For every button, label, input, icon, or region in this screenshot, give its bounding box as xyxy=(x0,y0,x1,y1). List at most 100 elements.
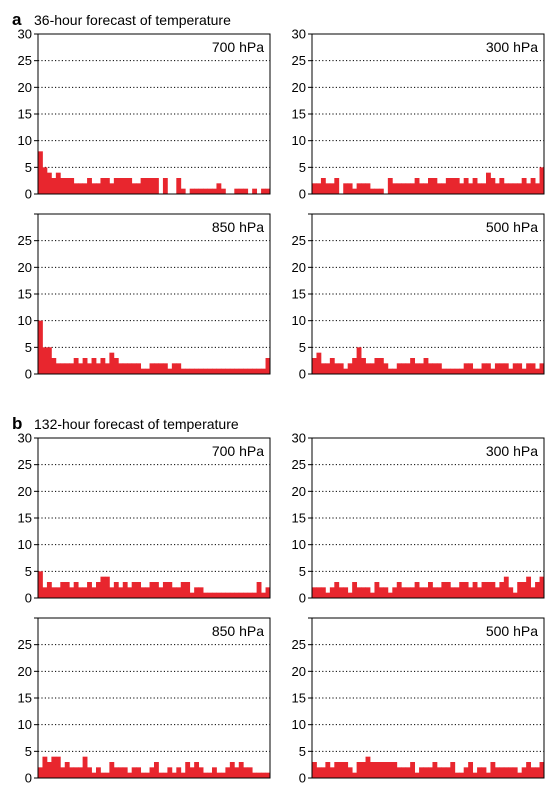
bar xyxy=(338,762,344,778)
y-tick-label: 30 xyxy=(292,27,306,42)
bar xyxy=(365,363,371,374)
bar xyxy=(145,178,150,194)
y-tick-label: 25 xyxy=(292,53,306,68)
bar xyxy=(361,183,366,194)
bar xyxy=(122,767,128,778)
bar xyxy=(370,592,375,598)
bar xyxy=(450,587,456,598)
bar xyxy=(82,756,88,778)
panel-b-500-hpa: 0 5 10 15 20 25 500 hPa xyxy=(292,617,545,785)
bar xyxy=(508,183,514,194)
bar xyxy=(252,772,258,778)
bar xyxy=(517,582,523,598)
bar xyxy=(508,587,514,598)
panel-a-300-hpa: 0 5 10 15 20 25 30 300 hPa xyxy=(292,27,545,202)
bar xyxy=(445,582,451,598)
bar xyxy=(486,582,491,598)
bar xyxy=(118,767,124,778)
bar xyxy=(136,183,142,194)
bar xyxy=(51,358,57,374)
bar xyxy=(207,772,213,778)
bar xyxy=(410,762,416,778)
bar xyxy=(436,767,442,778)
bar xyxy=(521,767,527,778)
bar xyxy=(136,582,142,598)
bar xyxy=(526,576,532,598)
bar xyxy=(238,368,244,374)
bar xyxy=(361,762,366,778)
bar xyxy=(145,772,150,778)
y-tick-label: 20 xyxy=(292,484,306,499)
bar xyxy=(454,178,460,194)
bar xyxy=(38,767,43,778)
bar xyxy=(410,587,416,598)
bar xyxy=(405,587,411,598)
bar xyxy=(374,582,380,598)
bar xyxy=(494,587,500,598)
section-b-title: b 132-hour forecast of temperature xyxy=(12,414,239,433)
y-tick-label: 15 xyxy=(18,107,32,122)
bar xyxy=(234,368,240,374)
bar xyxy=(401,767,407,778)
bar xyxy=(463,363,469,374)
bar xyxy=(109,762,115,778)
bar xyxy=(316,183,322,194)
pressure-level-label: 500 hPa xyxy=(486,623,538,639)
y-tick-label: 20 xyxy=(18,664,32,679)
bar xyxy=(370,188,375,194)
bar xyxy=(131,767,137,778)
y-tick-label: 0 xyxy=(25,187,32,202)
bar xyxy=(329,767,335,778)
bar xyxy=(42,347,48,374)
bar xyxy=(256,582,262,598)
bar xyxy=(414,178,420,194)
bar xyxy=(486,172,491,194)
bar xyxy=(238,592,244,598)
bar xyxy=(140,368,146,374)
bar xyxy=(203,772,208,778)
bar xyxy=(243,592,249,598)
bar xyxy=(432,178,438,194)
bar xyxy=(521,582,527,598)
bar xyxy=(73,582,79,598)
y-tick-label: 25 xyxy=(18,233,32,248)
bar xyxy=(365,587,371,598)
bar xyxy=(517,772,523,778)
y-tick-label: 0 xyxy=(299,367,306,382)
bar xyxy=(378,358,384,374)
bar xyxy=(539,576,545,598)
bar xyxy=(60,767,66,778)
y-tick-label: 10 xyxy=(292,717,306,732)
bar xyxy=(176,363,182,374)
bar xyxy=(477,368,482,374)
bar xyxy=(185,582,191,598)
bar xyxy=(356,762,362,778)
bar xyxy=(122,363,128,374)
bar xyxy=(171,363,177,374)
bar xyxy=(256,772,262,778)
y-tick-label: 0 xyxy=(25,367,32,382)
bar xyxy=(78,767,84,778)
bar xyxy=(238,762,244,778)
bar xyxy=(203,592,208,598)
bar xyxy=(51,178,57,194)
y-tick-label: 5 xyxy=(25,564,32,579)
bar xyxy=(265,772,271,778)
bar xyxy=(320,363,326,374)
bar xyxy=(176,767,182,778)
panel-a-850-hpa: 0 5 10 15 20 25 850 hPa xyxy=(18,213,271,382)
bar xyxy=(158,587,164,598)
bar xyxy=(158,772,164,778)
bar xyxy=(535,368,540,374)
bar xyxy=(347,183,353,194)
bar xyxy=(51,587,57,598)
bar xyxy=(334,762,340,778)
pressure-level-label: 850 hPa xyxy=(212,623,264,639)
bar xyxy=(109,587,115,598)
bar xyxy=(441,767,447,778)
bar xyxy=(171,587,177,598)
bar xyxy=(378,762,384,778)
bar xyxy=(410,183,416,194)
bar xyxy=(414,363,420,374)
